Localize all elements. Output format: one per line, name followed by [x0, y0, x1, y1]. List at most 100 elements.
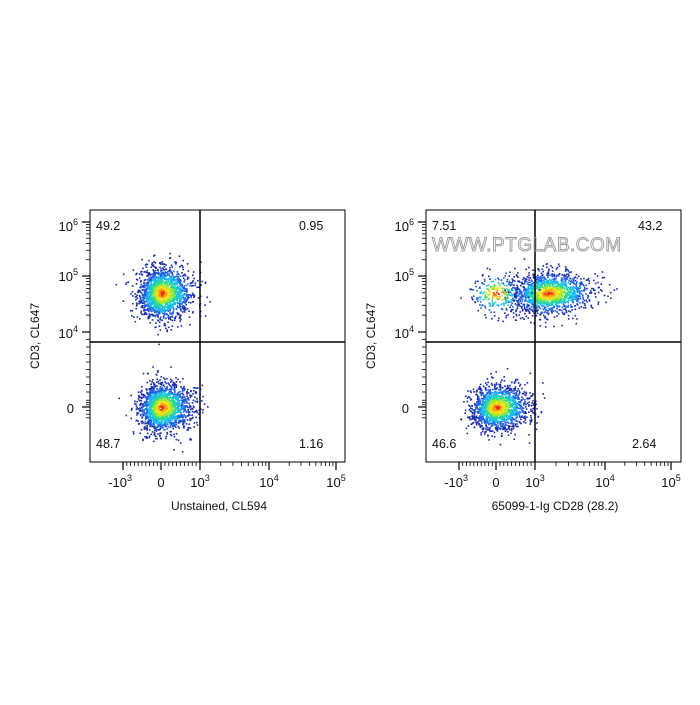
event-dot: [167, 274, 169, 276]
event-dot: [176, 412, 178, 414]
event-dot: [139, 291, 141, 293]
event-dot: [557, 285, 559, 287]
event-dot: [184, 311, 186, 313]
event-dot: [188, 302, 190, 304]
event-dot: [149, 322, 151, 324]
event-dot: [575, 276, 577, 278]
event-dot: [152, 388, 154, 390]
event-dot: [150, 288, 152, 290]
event-dot: [178, 439, 180, 441]
event-dot: [157, 306, 159, 308]
event-dot: [156, 291, 158, 293]
event-dot: [536, 294, 538, 296]
event-dot: [186, 292, 188, 294]
event-dot: [514, 280, 516, 282]
event-dot: [149, 436, 151, 438]
event-dot: [152, 366, 154, 368]
event-dot: [602, 277, 604, 279]
event-dot: [159, 435, 161, 437]
event-dot: [207, 406, 209, 408]
event-dot: [527, 294, 529, 296]
event-dot: [604, 277, 606, 279]
event-dot: [565, 266, 567, 268]
event-dot: [553, 295, 555, 297]
event-dot: [162, 425, 164, 427]
event-dot: [144, 286, 146, 288]
event-dot: [204, 304, 206, 306]
event-dot: [184, 274, 186, 276]
event-dot: [153, 310, 155, 312]
event-dot: [133, 269, 135, 271]
event-dot: [546, 281, 548, 283]
event-dot: [565, 306, 567, 308]
event-dot: [562, 286, 564, 288]
event-dot: [154, 395, 156, 397]
event-dot: [516, 304, 518, 306]
event-dot: [179, 301, 181, 303]
event-dot: [513, 276, 515, 278]
event-dot: [188, 297, 190, 299]
event-dot: [579, 307, 581, 309]
event-dot: [161, 376, 163, 378]
event-dot: [558, 274, 560, 276]
event-dot: [168, 426, 170, 428]
event-dot: [559, 309, 561, 311]
event-dot: [558, 275, 560, 277]
event-dot: [150, 306, 152, 308]
event-dot: [174, 393, 176, 395]
y-tick-label-1e5: 105: [59, 267, 78, 284]
event-dot: [552, 270, 554, 272]
event-dot: [186, 405, 188, 407]
event-dot: [151, 299, 153, 301]
event-dot: [142, 439, 144, 441]
event-dot: [151, 391, 153, 393]
event-dot: [156, 289, 158, 291]
event-dot: [531, 280, 533, 282]
event-dot: [172, 304, 174, 306]
event-dot: [191, 414, 193, 416]
event-dot: [166, 436, 168, 438]
event-dot: [172, 279, 174, 281]
event-dot: [184, 421, 186, 423]
event-dot: [146, 292, 148, 294]
event-dot: [169, 310, 171, 312]
event-dot: [164, 381, 166, 383]
event-dot: [149, 380, 151, 382]
event-dot: [537, 277, 539, 279]
event-dot: [568, 282, 570, 284]
event-dot: [143, 373, 145, 375]
event-dot: [553, 280, 555, 282]
event-dot: [147, 299, 149, 301]
event-dot: [139, 277, 141, 279]
event-dot: [545, 298, 547, 300]
event-dot: [161, 272, 163, 274]
event-dot: [533, 308, 535, 310]
event-dot: [557, 281, 559, 283]
event-dot: [159, 394, 161, 396]
event-dot: [166, 278, 168, 280]
event-dot: [147, 382, 149, 384]
event-dot: [162, 382, 164, 384]
event-dot: [165, 297, 167, 299]
event-dot: [525, 296, 527, 298]
event-dot: [580, 287, 582, 289]
event-dot: [183, 287, 185, 289]
event-dot: [569, 284, 571, 286]
event-dot: [528, 277, 530, 279]
event-dot: [159, 304, 161, 306]
event-dot: [557, 296, 559, 298]
event-dot: [195, 392, 197, 394]
event-dot: [185, 300, 187, 302]
event-dot: [159, 291, 161, 293]
event-dot: [181, 388, 183, 390]
event-dot: [146, 398, 148, 400]
event-dot: [539, 280, 541, 282]
event-dot: [569, 297, 571, 299]
event-dot: [153, 283, 155, 285]
event-dot: [194, 397, 196, 399]
event-dot: [551, 289, 553, 291]
event-dot: [184, 400, 186, 402]
event-dot: [149, 405, 151, 407]
event-dot: [171, 276, 173, 278]
event-dot: [566, 274, 568, 276]
